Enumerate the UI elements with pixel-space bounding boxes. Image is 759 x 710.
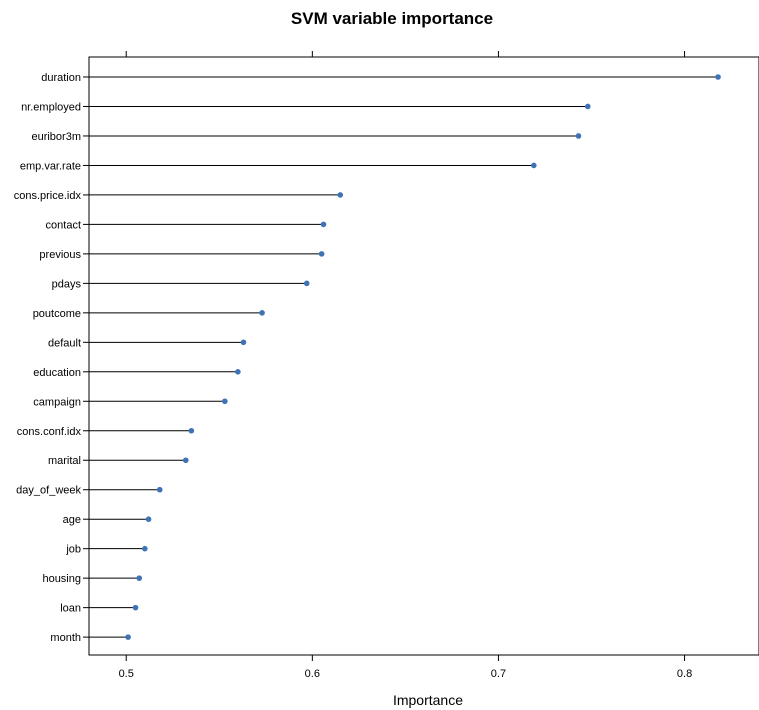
y-tick-label: emp.var.rate: [20, 160, 81, 172]
y-tick-label: poutcome: [33, 308, 81, 320]
plot-frame: [88, 56, 759, 656]
y-tick-label: duration: [41, 72, 81, 84]
data-point: [145, 516, 152, 522]
data-point: [136, 575, 143, 581]
chart-title: SVM variable importance: [291, 9, 493, 28]
y-tick-label: age: [63, 514, 81, 526]
data-point: [318, 251, 325, 257]
data-point: [156, 486, 163, 493]
data-point: [182, 457, 189, 464]
y-tick-label: month: [50, 632, 81, 644]
x-axis-top: [125, 51, 686, 57]
x-tick-label: 0.8: [677, 668, 692, 680]
data-point: [575, 133, 582, 139]
y-tick-label: pdays: [52, 278, 82, 290]
x-axis-label: Importance: [393, 692, 463, 708]
y-tick-label: marital: [48, 455, 81, 467]
data-point: [320, 221, 327, 228]
x-axis-bottom: 0.5 0.6 0.7 0.8: [119, 655, 692, 680]
data-point: [240, 339, 247, 346]
data-point: [259, 310, 265, 316]
data-point: [235, 369, 241, 375]
x-tick-label: 0.5: [119, 668, 134, 680]
y-axis: duration nr.employed euribor3m emp.var.rate…: [14, 72, 89, 644]
y-tick-label: campaign: [33, 396, 81, 408]
data-point: [188, 427, 195, 434]
data-point: [715, 74, 721, 80]
y-tick-label: contact: [46, 219, 81, 231]
y-tick-label: nr.employed: [21, 101, 81, 113]
y-tick-label: euribor3m: [31, 131, 81, 143]
y-tick-label: default: [48, 337, 81, 349]
data-point: [222, 398, 228, 405]
data-point: [303, 280, 310, 287]
y-tick-label: job: [65, 544, 81, 556]
data-point: [531, 162, 537, 169]
y-tick-label: cons.price.idx: [14, 190, 82, 202]
data-series: [89, 74, 721, 640]
data-point: [132, 604, 139, 611]
x-tick-label: 0.7: [491, 668, 506, 680]
y-tick-label: cons.conf.idx: [17, 426, 82, 438]
y-tick-label: education: [33, 367, 81, 379]
data-point: [584, 103, 591, 110]
data-point: [142, 545, 148, 552]
x-tick-label: 0.6: [305, 668, 320, 680]
data-point: [337, 192, 344, 198]
y-tick-label: housing: [42, 573, 81, 585]
data-point: [125, 634, 131, 640]
y-tick-label: loan: [60, 603, 81, 615]
y-tick-label: day_of_week: [16, 485, 81, 497]
y-tick-label: previous: [39, 249, 81, 261]
